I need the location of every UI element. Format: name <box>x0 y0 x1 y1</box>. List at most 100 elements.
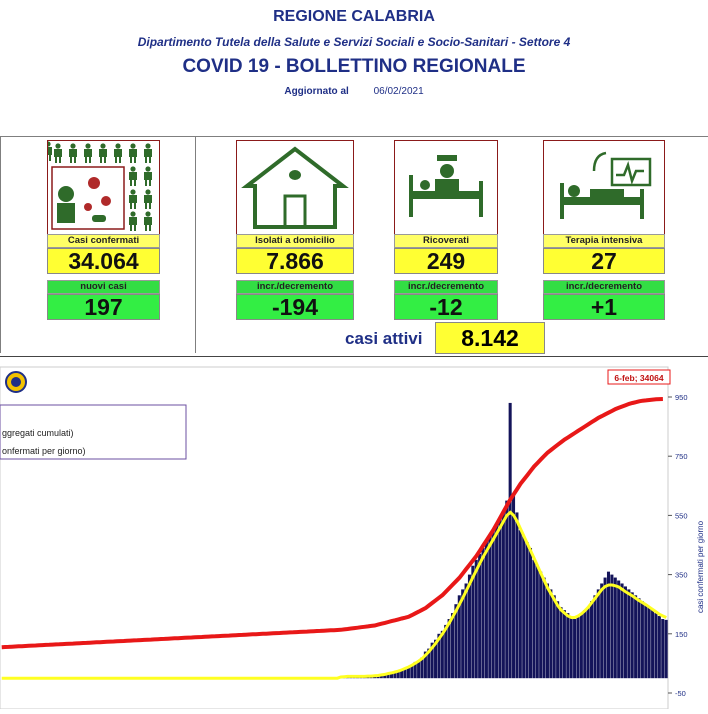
daily-bar <box>389 672 393 679</box>
daily-bar <box>576 616 580 679</box>
cumulative-line <box>1 397 663 650</box>
daily-bar <box>647 607 651 679</box>
daily-bar <box>457 595 461 679</box>
daily-bar <box>644 604 648 679</box>
moving-average-line <box>1 510 667 680</box>
y-axis-ticks: 950 750 550 350 150 -50 <box>668 393 688 698</box>
daily-bar <box>498 518 502 679</box>
daily-bar <box>651 610 655 679</box>
daily-bar <box>623 586 627 679</box>
updated-date: 06/02/2021 <box>373 86 424 97</box>
daily-bar <box>542 577 546 679</box>
daily-bar <box>562 610 566 679</box>
daily-bar <box>396 670 400 679</box>
daily-bar <box>518 530 522 679</box>
daily-bar <box>556 601 560 679</box>
region-logo <box>5 371 27 393</box>
daily-bar <box>427 648 431 679</box>
confirmed-value: 34.064 <box>47 248 160 274</box>
daily-bar <box>620 583 624 679</box>
daily-bar <box>569 616 573 679</box>
new-cases-value: 197 <box>47 294 160 320</box>
daily-bar <box>593 595 597 679</box>
active-cases-value: 8.142 <box>435 322 545 354</box>
daily-bar <box>549 589 553 679</box>
daily-bar <box>386 672 390 679</box>
active-cases-label: casi attivi <box>345 329 423 348</box>
region-title: REGIONE CALABRIA <box>273 8 435 25</box>
daily-bar <box>637 598 641 679</box>
confirmed-panel <box>0 136 196 353</box>
daily-bar <box>579 613 583 679</box>
latest-annotation: 6-feb; 34064 <box>607 369 671 385</box>
y-tick-label: 950 <box>675 393 688 402</box>
intensive-care-change-label: incr./decremento <box>543 280 665 294</box>
department-subtitle: Dipartimento Tutela della Salute e Servi… <box>137 35 571 49</box>
legend-box: ggregati cumulati) onfermati per giorno) <box>0 404 187 460</box>
daily-bar <box>539 571 543 679</box>
daily-bar <box>532 559 536 679</box>
daily-bar <box>410 664 414 679</box>
status-panel <box>195 136 708 353</box>
daily-bar <box>437 633 441 679</box>
daily-bar <box>559 607 563 679</box>
home-isolation-change-label: incr./decremento <box>236 280 354 294</box>
daily-bar <box>450 613 455 679</box>
daily-bar <box>495 524 499 679</box>
daily-bar <box>634 595 638 679</box>
daily-bar <box>590 601 594 679</box>
daily-bar <box>413 661 417 679</box>
daily-bar <box>617 580 621 679</box>
daily-bar <box>484 542 488 679</box>
daily-bar <box>447 619 451 679</box>
daily-bar <box>505 500 509 679</box>
updated-label: Aggiornato al <box>284 86 349 97</box>
daily-bar <box>440 630 444 679</box>
intensive-care-icon <box>543 140 665 235</box>
daily-bar <box>525 542 529 679</box>
daily-bar <box>434 639 438 679</box>
hospital-bed-icon <box>394 140 498 235</box>
confirmed-illustration <box>44 140 160 235</box>
daily-bar <box>467 574 471 679</box>
daily-bar <box>613 577 617 679</box>
daily-bar <box>508 402 512 679</box>
daily-bar <box>423 651 427 679</box>
bulletin-title: COVID 19 - BOLLETTINO REGIONALE <box>182 56 526 77</box>
daily-bar <box>512 494 516 679</box>
y-tick-label: -50 <box>675 689 686 698</box>
daily-bar <box>478 553 482 679</box>
intensive-care-change-value: +1 <box>543 294 665 320</box>
daily-bar <box>430 642 434 679</box>
daily-bar <box>403 667 407 679</box>
confirmed-label: Casi confermati <box>47 234 160 248</box>
y-tick-label: 750 <box>675 452 688 461</box>
daily-bar <box>661 619 665 679</box>
intensive-care-label: Terapia intensiva <box>543 234 665 248</box>
daily-bar <box>573 619 577 679</box>
hospitalized-label: Ricoverati <box>394 234 498 248</box>
daily-bar <box>566 613 570 679</box>
daily-bar <box>474 559 478 679</box>
home-isolation-value: 7.866 <box>236 248 354 274</box>
daily-bar <box>501 512 505 679</box>
daily-bar <box>603 577 607 679</box>
cases-chart: ggregati cumulati) onfermati per giorno)… <box>0 356 708 710</box>
daily-bar <box>600 583 604 679</box>
daily-bar <box>471 565 475 679</box>
hospitalized-value: 249 <box>394 248 498 274</box>
daily-bar <box>464 583 468 679</box>
daily-bar <box>528 547 533 679</box>
daily-bar <box>586 607 590 679</box>
annotation-text: 6-feb; 34064 <box>614 373 663 383</box>
daily-bar <box>461 589 465 679</box>
hospitalized-change-value: -12 <box>394 294 498 320</box>
daily-bar <box>552 595 556 679</box>
daily-bar <box>444 624 448 679</box>
intensive-care-value: 27 <box>543 248 665 274</box>
daily-bar <box>664 619 668 679</box>
daily-bar <box>383 673 387 679</box>
daily-bar <box>454 604 458 679</box>
home-isolation-change-value: -194 <box>236 294 354 320</box>
daily-bar <box>657 616 661 679</box>
